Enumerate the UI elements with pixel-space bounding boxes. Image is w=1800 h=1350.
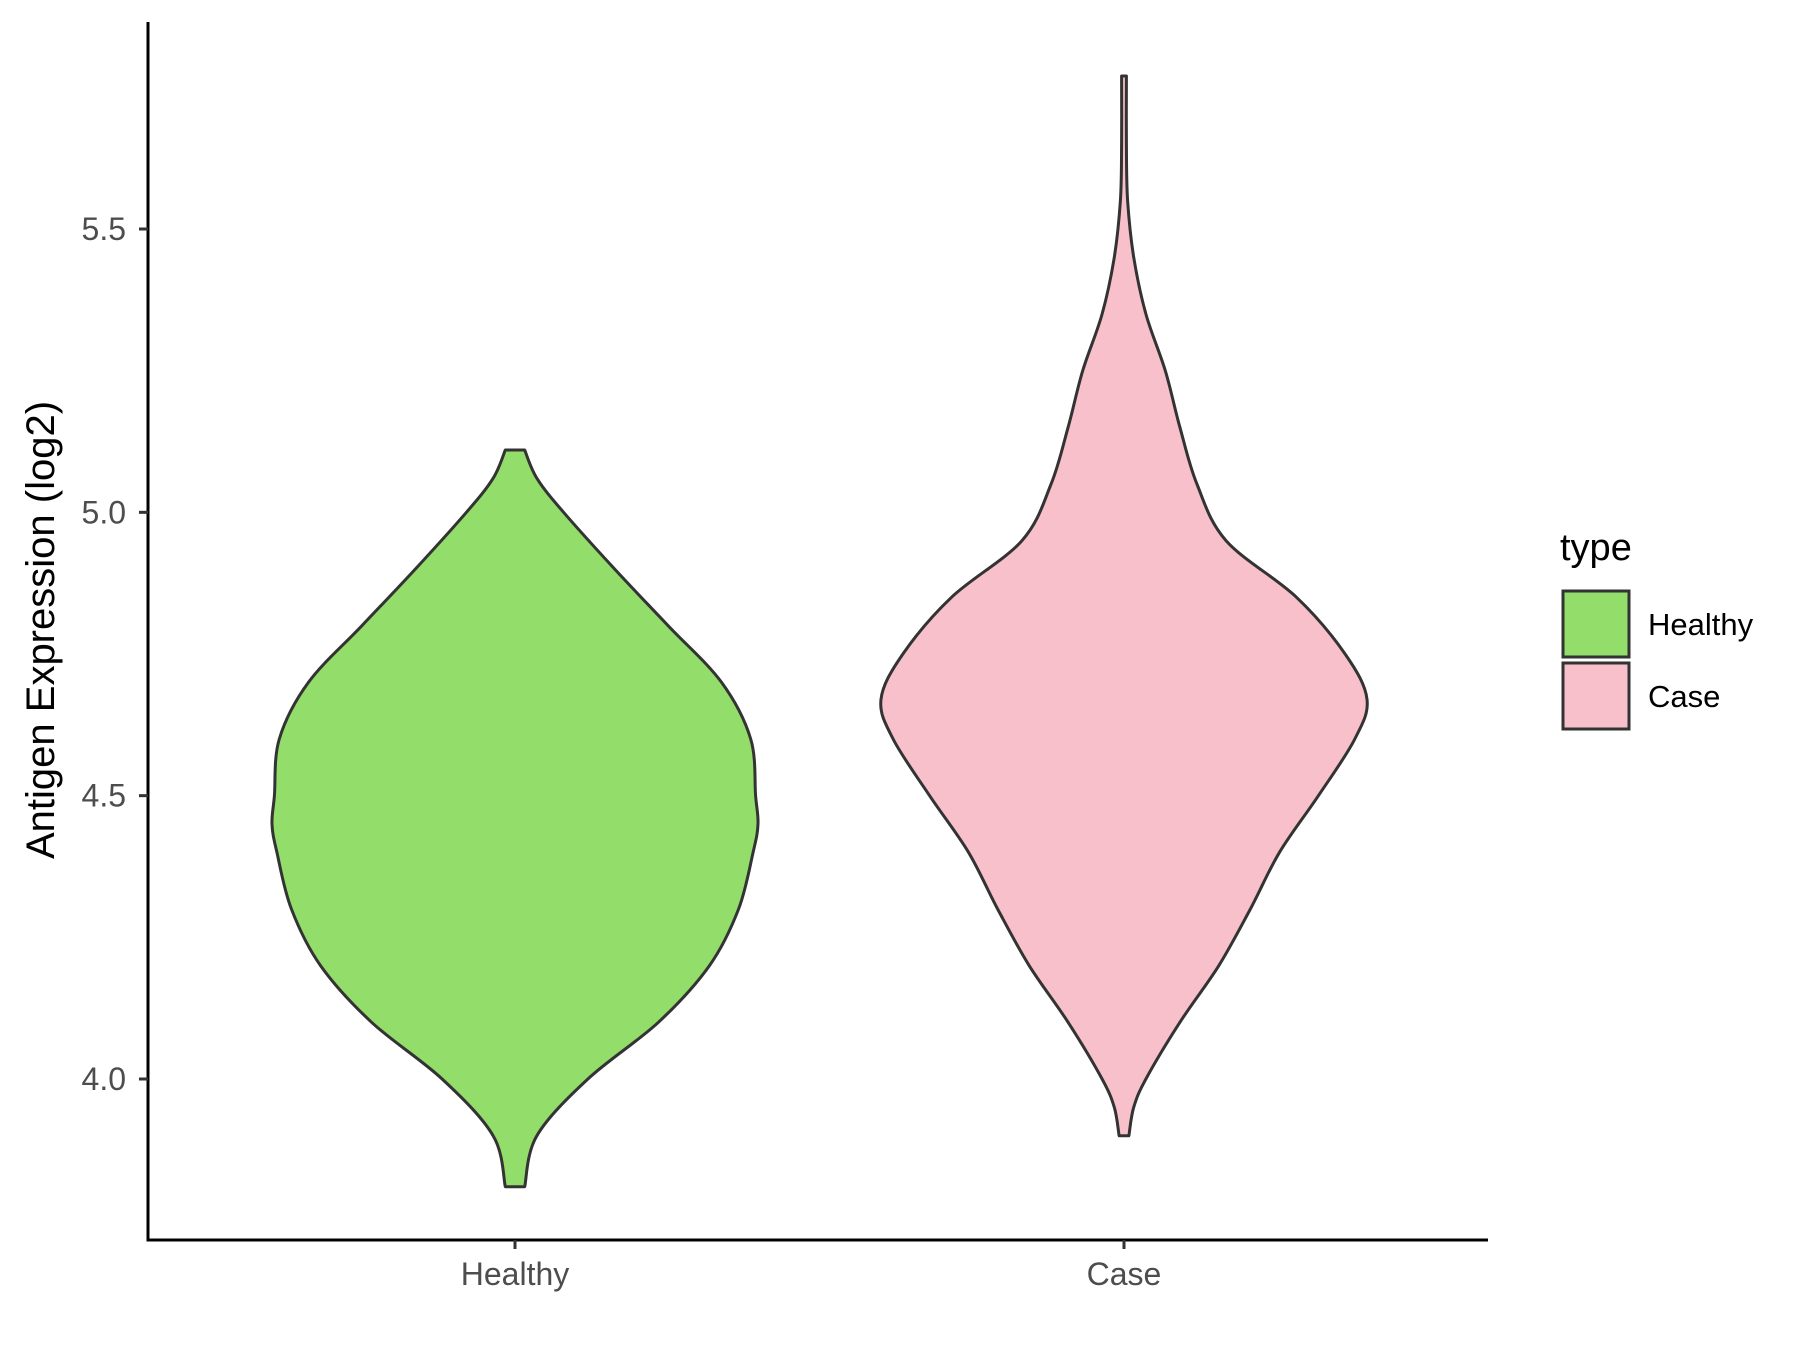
x-ticks: Healthy Case	[461, 1240, 1162, 1292]
y-tick-label: 4.5	[82, 778, 126, 814]
y-tick-label: 5.5	[82, 211, 126, 247]
y-tick-label: 5.0	[82, 494, 126, 530]
x-tick-label: Case	[1087, 1256, 1162, 1292]
legend-label-case: Case	[1648, 679, 1720, 714]
legend-swatch-case	[1561, 661, 1631, 731]
y-axis-title: Antigen Expression (log2)	[19, 401, 63, 859]
legend-label-healthy: Healthy	[1648, 607, 1754, 642]
y-ticks: 4.0 4.5 5.0 5.5	[82, 211, 148, 1097]
violin-layer	[270, 74, 1369, 1189]
legend: type Healthy Case	[1560, 527, 1754, 731]
violin-case	[879, 74, 1369, 1138]
legend-title: type	[1560, 527, 1632, 569]
violin-healthy	[270, 448, 760, 1189]
x-tick-label: Healthy	[461, 1256, 570, 1292]
y-tick-label: 4.0	[82, 1061, 126, 1097]
axes	[146, 22, 1488, 1242]
legend-swatch-healthy	[1561, 589, 1631, 659]
